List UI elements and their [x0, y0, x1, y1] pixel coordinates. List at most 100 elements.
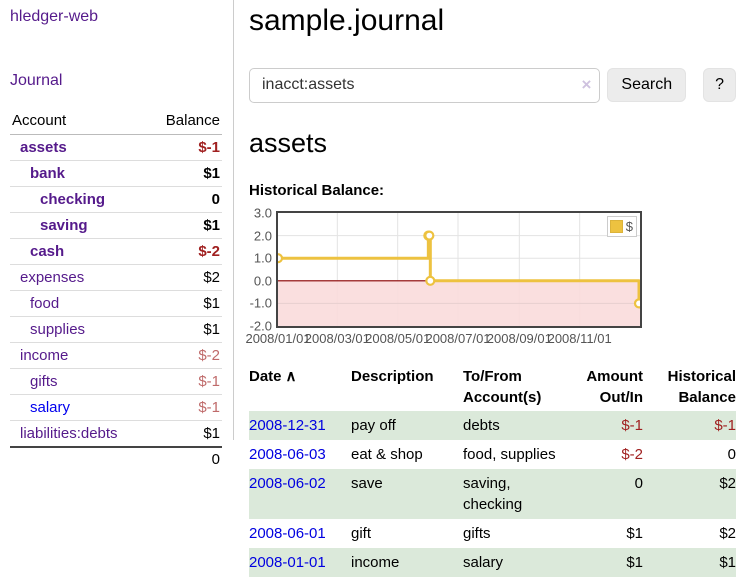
sort-ascending-icon: ∧ — [285, 368, 297, 385]
transaction-date-link[interactable]: 2008-06-01 — [249, 525, 326, 542]
account-row: expenses $2 — [10, 264, 222, 291]
register-date-cell: 2008-12-31 — [249, 411, 345, 440]
register-row: 2008-06-03 eat & shop food, supplies $-2 0 — [249, 440, 736, 469]
register-balance-cell: $1 — [719, 554, 736, 571]
y-axis-label: 2.0 — [253, 228, 272, 244]
register-description-cell: pay off — [351, 417, 396, 434]
legend-swatch-icon — [609, 220, 623, 233]
y-axis-label: 3.0 — [253, 205, 272, 221]
register-amount-cell: $-1 — [621, 417, 643, 434]
account-link[interactable]: expenses — [20, 269, 85, 286]
register-table: Date ∧ Description To/From Account(s) Amo… — [249, 363, 736, 577]
chart-svg — [278, 213, 640, 326]
account-row: checking 0 — [10, 186, 222, 213]
account-balance: $-1 — [150, 134, 222, 161]
account-balance: $1 — [150, 160, 222, 187]
register-header-description: Description — [351, 368, 434, 385]
register-amount-cell: $1 — [626, 525, 643, 542]
account-row: income $-2 — [10, 342, 222, 369]
register-amount-cell: $-2 — [621, 446, 643, 463]
register-account-cell: salary — [463, 554, 504, 571]
register-date-cell: 2008-01-01 — [249, 548, 345, 577]
account-cell: bank — [10, 160, 150, 187]
search-input[interactable] — [249, 67, 601, 103]
transaction-date-link[interactable]: 2008-01-01 — [249, 554, 326, 571]
account-cell: food — [10, 290, 150, 317]
journal-nav-link[interactable]: Journal — [10, 72, 63, 89]
register-balance-cell: $2 — [719, 525, 736, 542]
transaction-date-link[interactable]: 2008-12-31 — [249, 417, 326, 434]
register-balance-cell: $2 — [719, 475, 736, 492]
register-row: 2008-06-02 save saving, checking 0 $2 — [249, 469, 736, 519]
register-row: 2008-06-01 gift gifts $1 $2 — [249, 519, 736, 548]
account-row: food $1 — [10, 290, 222, 317]
account-heading: assets — [249, 128, 328, 158]
chart-title: Historical Balance: — [249, 182, 385, 199]
account-link[interactable]: saving — [40, 217, 88, 234]
register-balance-cell: $-1 — [714, 417, 736, 434]
account-link[interactable]: gifts — [30, 373, 58, 390]
account-balance: $2 — [150, 264, 222, 291]
register-account-cell: debts — [463, 417, 500, 434]
account-balance: $-2 — [150, 238, 222, 265]
account-cell: cash — [10, 238, 150, 265]
transaction-date-link[interactable]: 2008-06-03 — [249, 446, 326, 463]
account-balance: $1 — [150, 290, 222, 317]
x-axis-label: 2008/05/01 — [365, 331, 431, 346]
register-description-cell: save — [351, 475, 383, 492]
account-link[interactable]: checking — [40, 191, 106, 208]
account-link[interactable]: income — [20, 347, 69, 364]
account-cell: supplies — [10, 316, 150, 343]
register-header-date[interactable]: Date ∧ — [249, 368, 297, 385]
sidebar-divider — [233, 0, 234, 440]
accounts-header-row: Account Balance — [10, 108, 222, 135]
search-box: × — [249, 67, 601, 103]
x-axis-label: 2008/03/01 — [304, 331, 370, 346]
data-point-marker — [424, 230, 435, 241]
account-link[interactable]: cash — [30, 243, 65, 260]
register-date-cell: 2008-06-03 — [249, 440, 345, 469]
accounts-header-account: Account — [10, 108, 150, 135]
register-date-cell: 2008-06-01 — [249, 519, 345, 548]
y-axis-label: 0.0 — [253, 273, 272, 289]
search-form: × Search ? — [249, 67, 736, 103]
search-button[interactable]: Search — [607, 68, 687, 102]
app-title[interactable]: hledger-web — [10, 8, 99, 25]
account-link[interactable]: supplies — [30, 321, 86, 338]
register-description-cell: gift — [351, 525, 372, 542]
x-axis-label: 2008/09/01 — [486, 331, 552, 346]
account-cell: expenses — [10, 264, 150, 291]
legend-label: $ — [625, 219, 633, 234]
chart-legend: $ — [606, 216, 637, 237]
account-link[interactable]: food — [30, 295, 60, 312]
account-balance: $1 — [150, 316, 222, 343]
account-row: salary $-1 — [10, 394, 222, 421]
account-link[interactable]: liabilities:debts — [20, 425, 118, 442]
clear-search-icon[interactable]: × — [581, 74, 592, 94]
accounts-rows: assets $-1 bank $1 checking 0 saving $1 cash $-2 e… — [10, 134, 222, 448]
account-row: bank $1 — [10, 160, 222, 187]
sidebar: hledger-web Journal Account Balance asse… — [0, 0, 233, 472]
balance-chart: 3.0 2.0 1.0 0.0 -1.0 -2.0 $ 2008/01/01 2008/03… — [245, 205, 736, 348]
account-row: cash $-2 — [10, 238, 222, 265]
main-content: sample.journal × Search ? assets Histori… — [245, 0, 736, 577]
account-link[interactable]: assets — [20, 139, 67, 156]
register-date-cell: 2008-06-02 — [249, 469, 345, 519]
register-account-cell: food, supplies — [463, 446, 556, 463]
account-cell: income — [10, 342, 150, 369]
help-button[interactable]: ? — [703, 68, 736, 102]
account-link[interactable]: bank — [30, 165, 66, 182]
account-balance: $1 — [150, 212, 222, 239]
accounts-table: Account Balance assets $-1 bank $1 checking 0… — [10, 108, 222, 472]
register-header-account: To/From Account(s) — [463, 368, 542, 406]
register-description-cell: income — [351, 554, 400, 571]
account-link[interactable]: salary — [30, 399, 71, 416]
register-amount-cell: $1 — [626, 554, 643, 571]
account-cell: gifts — [10, 368, 150, 395]
account-row: supplies $1 — [10, 316, 222, 343]
account-cell: checking — [10, 186, 150, 213]
y-axis-label: 1.0 — [253, 250, 272, 266]
transaction-date-link[interactable]: 2008-06-02 — [249, 475, 326, 492]
chart-x-axis: 2008/01/01 2008/03/01 2008/05/01 2008/07/01… — [245, 331, 640, 347]
account-balance: $-2 — [150, 342, 222, 369]
